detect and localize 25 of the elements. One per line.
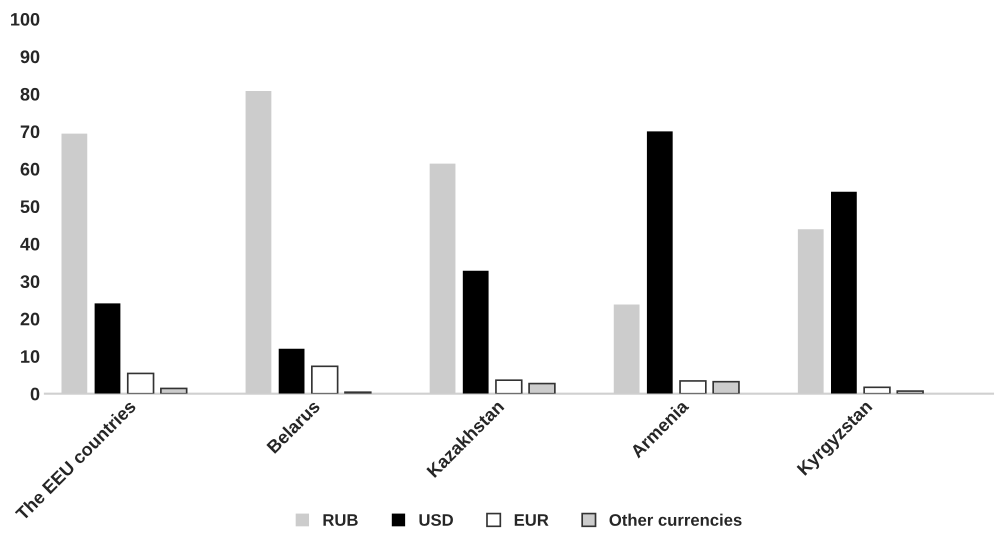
bar [94,303,120,394]
y-tick-label: 10 [21,350,40,363]
y-tick-label: 70 [20,125,40,138]
bar [311,365,338,394]
bar [462,270,489,394]
bar [126,372,154,394]
y-tick-label: 30 [20,275,40,288]
bar [646,131,673,394]
bar [831,192,857,394]
bar [495,379,523,394]
y-tick-label: 90 [20,50,40,64]
bar [278,348,304,394]
y-tick-label: 60 [20,162,40,176]
legend-label: RUB [323,514,358,526]
bar [863,386,891,394]
legend-label: Other currencies [610,514,742,526]
y-tick-label: 80 [20,88,40,101]
y-tick-label: 50 [20,200,40,214]
y-tick-label: 40 [20,238,40,251]
y-tick-label: 0 [30,388,40,400]
bar [679,380,707,394]
y-tick-label: 100 [11,12,40,26]
y-tick-label: 20 [20,312,40,326]
legend-label: USD [419,514,453,526]
legend-label: EUR [514,514,549,526]
